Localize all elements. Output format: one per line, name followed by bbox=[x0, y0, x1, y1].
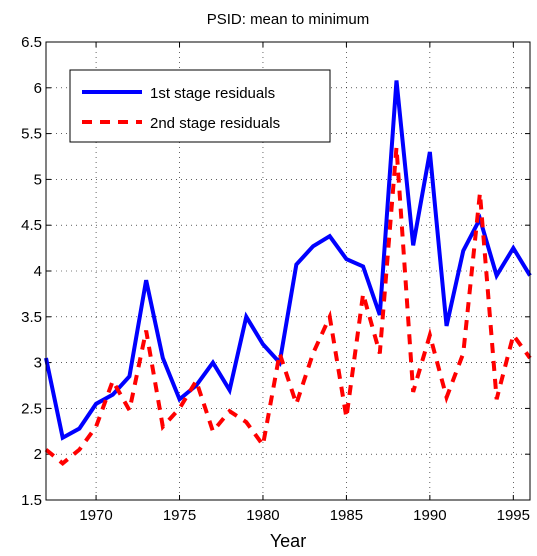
y-tick-label: 2.5 bbox=[21, 400, 42, 417]
plot-frame bbox=[45, 41, 531, 501]
legend-label: 1st stage residuals bbox=[150, 85, 275, 102]
y-tick-label: 5.5 bbox=[21, 126, 42, 143]
y-tick-label: 6 bbox=[34, 80, 42, 97]
y-tick-label: 1.5 bbox=[21, 492, 42, 509]
series-line bbox=[44, 147, 532, 466]
x-tick-label: 1970 bbox=[79, 507, 112, 524]
x-axis-label: Year bbox=[270, 531, 306, 551]
y-tick-label: 5 bbox=[34, 171, 42, 188]
y-tick-label: 3 bbox=[34, 355, 42, 372]
x-tick-label: 1980 bbox=[246, 507, 279, 524]
y-tick-label: 2 bbox=[34, 446, 42, 463]
legend-box bbox=[69, 69, 331, 143]
chart-title: PSID: mean to minimum bbox=[207, 11, 370, 28]
y-tick-label: 4 bbox=[34, 263, 42, 280]
series-line bbox=[44, 80, 532, 441]
x-tick-label: 1995 bbox=[497, 507, 530, 524]
y-tick-label: 4.5 bbox=[21, 217, 42, 234]
y-tick-label: 6.5 bbox=[21, 34, 42, 51]
x-tick-label: 1975 bbox=[163, 507, 196, 524]
x-tick-label: 1990 bbox=[413, 507, 446, 524]
x-tick-label: 1985 bbox=[330, 507, 363, 524]
y-tick-label: 3.5 bbox=[21, 309, 42, 326]
legend-label: 2nd stage residuals bbox=[150, 115, 280, 132]
